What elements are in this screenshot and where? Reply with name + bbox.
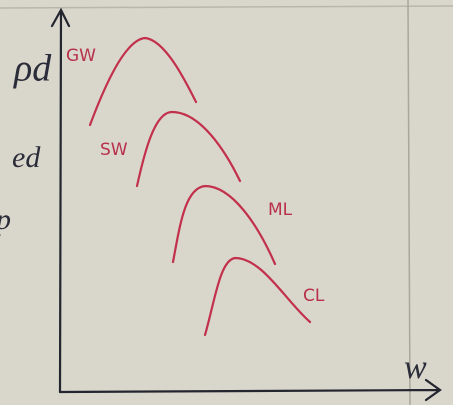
curve-label: ML: [268, 200, 293, 220]
y-axis-label: ρd: [13, 48, 52, 90]
margin-fragment: ed: [12, 141, 41, 174]
curve-label: CL: [303, 286, 325, 306]
curve-label: GW: [66, 46, 96, 66]
sketch: ρd w ed p GW SW ML CL: [0, 0, 453, 405]
margin-fragment: p: [0, 203, 11, 236]
curve-label: SW: [100, 140, 128, 160]
x-axis-label: w: [404, 349, 427, 386]
